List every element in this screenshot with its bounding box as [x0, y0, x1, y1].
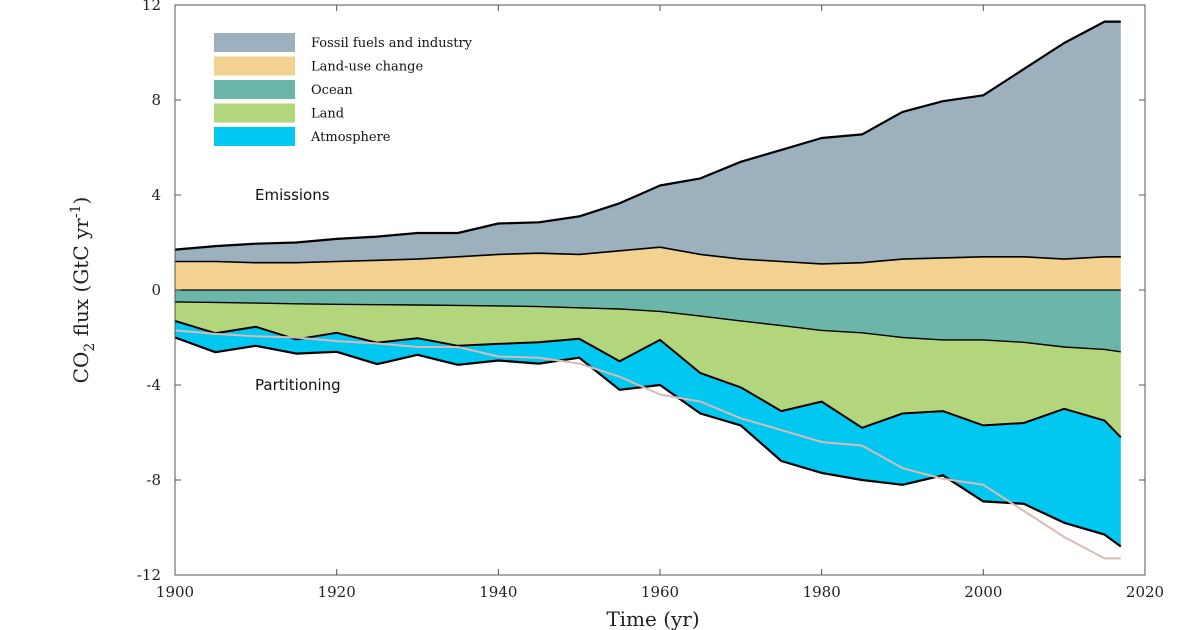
- x-tick-label: 1980: [803, 583, 841, 601]
- area-land-use-change: [175, 247, 1121, 290]
- legend-label: Fossil fuels and industry: [311, 36, 473, 51]
- legend-swatch: [214, 80, 295, 99]
- x-tick-label: 1940: [479, 583, 517, 601]
- area-fossil-fuels: [175, 21, 1121, 264]
- area-atmosphere: [175, 320, 1121, 547]
- line-emissions-mirror: [174, 329, 1121, 560]
- x-tick-label: 1960: [641, 583, 679, 601]
- y-tick-label: -4: [146, 376, 161, 394]
- line-land-use-boundary: [175, 246, 1121, 265]
- y-axis-title-part: ): [69, 197, 93, 205]
- y-tick-label: 4: [151, 186, 161, 204]
- legend-label: Land: [311, 107, 344, 122]
- legend-label: Land-use change: [311, 60, 423, 75]
- y-axis-title-part: flux (GtC yr: [69, 218, 93, 343]
- line-total-emissions-top: [174, 20, 1121, 251]
- legend-swatch: [214, 127, 295, 146]
- y-axis-title-part: CO: [69, 352, 93, 384]
- legend-label: Ocean: [311, 83, 353, 98]
- y-tick-label: -8: [146, 471, 161, 489]
- legend-swatch: [214, 103, 295, 123]
- annotation-emissions: Emissions: [255, 186, 330, 204]
- x-tick-label: 1920: [318, 583, 356, 601]
- legend-label: Atmosphere: [310, 130, 391, 145]
- legend: Fossil fuels and industry Land-use change…: [214, 33, 473, 146]
- y-axis-title-subscript: 2: [82, 343, 98, 352]
- area-ocean: [175, 290, 1121, 352]
- y-tick-label: 0: [151, 281, 161, 299]
- y-tick-label: 12: [142, 0, 161, 14]
- line-ocean-boundary: [174, 301, 1121, 353]
- line-atmosphere-boundary: [174, 336, 1122, 548]
- x-axis-title: Time (yr): [606, 607, 699, 630]
- x-tick-label: 1900: [156, 583, 194, 601]
- y-tick-label: -12: [137, 566, 161, 584]
- y-tick-label: 8: [151, 91, 161, 109]
- line-land-boundary: [174, 319, 1122, 438]
- annotation-partitioning: Partitioning: [255, 376, 341, 394]
- legend-swatch: [214, 33, 295, 52]
- y-axis-title: CO2 flux (GtC yr-1): [68, 197, 98, 384]
- legend-swatch: [214, 56, 295, 76]
- x-tick-label: 2000: [964, 583, 1002, 601]
- y-axis-title-superscript: -1: [68, 204, 84, 218]
- x-tick-label: 2020: [1126, 583, 1164, 601]
- plot-area: [174, 20, 1122, 560]
